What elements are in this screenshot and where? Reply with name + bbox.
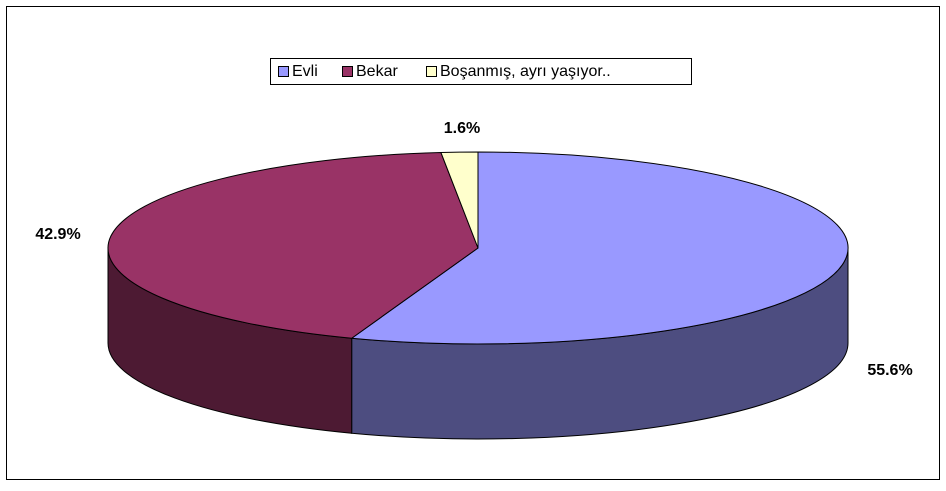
data-label: 55.6% bbox=[867, 362, 912, 379]
pie-slice bbox=[440, 151, 479, 249]
pie-slice bbox=[350, 151, 849, 345]
data-label: 42.9% bbox=[35, 226, 80, 243]
legend-label: Evli bbox=[292, 63, 318, 80]
legend-label: Bekar bbox=[356, 63, 398, 80]
pie-slice bbox=[107, 151, 479, 339]
legend-swatch bbox=[342, 66, 353, 77]
legend-label: Boşanmış, ayrı yaşıyor.. bbox=[440, 63, 611, 80]
legend-swatch bbox=[426, 66, 437, 77]
legend-box bbox=[270, 58, 692, 85]
legend-swatch bbox=[278, 66, 289, 77]
data-label: 1.6% bbox=[444, 120, 480, 137]
